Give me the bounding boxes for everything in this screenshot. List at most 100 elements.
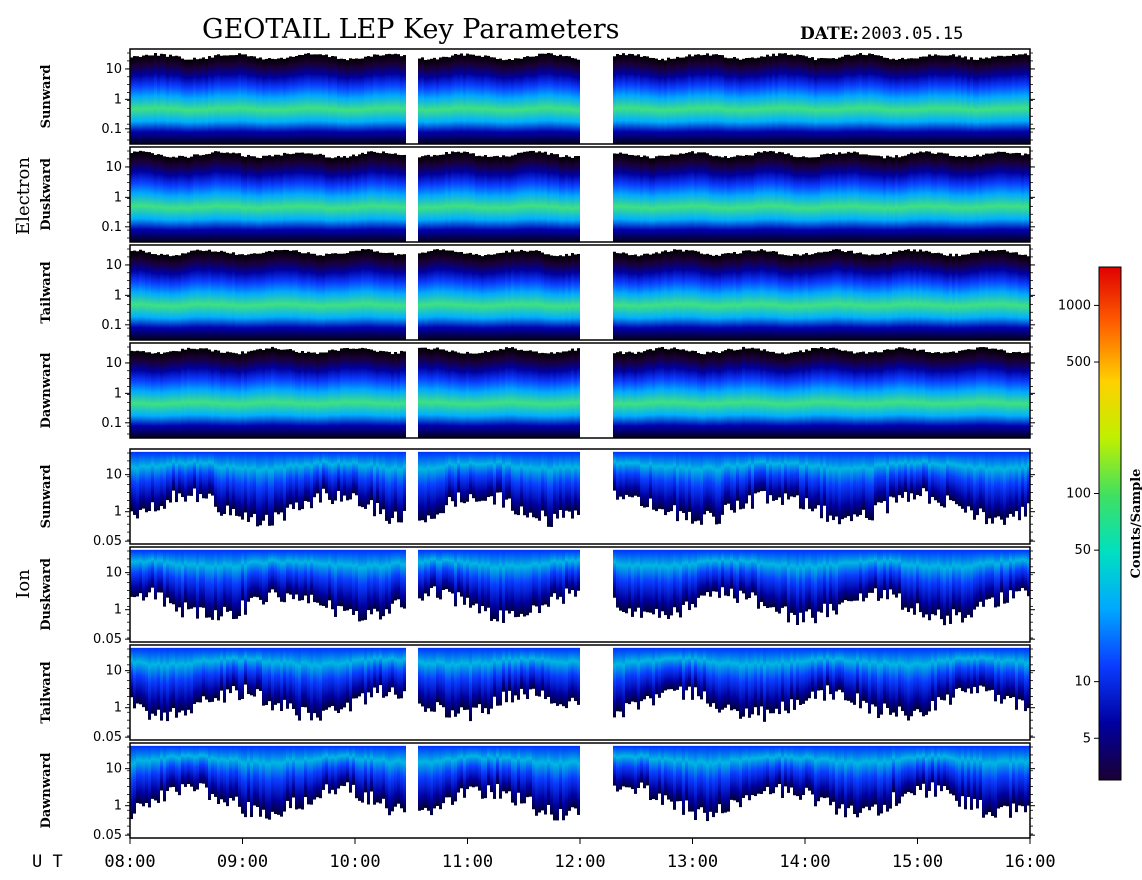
spectrogram-column bbox=[418, 451, 421, 521]
spectrogram-column bbox=[997, 250, 1000, 340]
spectrogram-column bbox=[217, 549, 220, 621]
spectrogram-column bbox=[538, 53, 541, 144]
spectrogram-column bbox=[1006, 549, 1009, 603]
colorbar-label: Counts/Sample bbox=[1129, 469, 1142, 579]
spectrogram-column bbox=[496, 155, 499, 242]
spectrogram-column bbox=[214, 647, 217, 699]
spectrogram-column bbox=[877, 745, 880, 816]
spectrogram-column bbox=[781, 352, 784, 438]
spectrogram-column bbox=[175, 647, 178, 718]
spectrogram-column bbox=[466, 647, 469, 710]
spectrogram-column bbox=[913, 745, 916, 796]
spectrogram-column bbox=[766, 451, 769, 504]
spectrogram-column bbox=[880, 451, 883, 503]
spectrogram-column bbox=[628, 647, 631, 705]
spectrogram-column bbox=[865, 451, 868, 518]
spectrogram-column bbox=[943, 647, 946, 701]
y-tick-label: 0.1 bbox=[101, 416, 122, 431]
spectrogram-column bbox=[886, 549, 889, 600]
spectrogram-column bbox=[370, 451, 373, 501]
spectrogram-column bbox=[745, 451, 748, 504]
spectrogram-column bbox=[301, 647, 304, 707]
spectrogram-column bbox=[400, 56, 403, 144]
spectrogram-column bbox=[1024, 647, 1027, 712]
spectrogram-column bbox=[472, 254, 475, 340]
spectrogram-column bbox=[361, 347, 364, 438]
spectrogram-column bbox=[484, 351, 487, 438]
spectrogram-column bbox=[184, 349, 187, 438]
spectrogram-column bbox=[307, 549, 310, 604]
spectrogram-column bbox=[199, 250, 202, 340]
spectrogram-column bbox=[658, 155, 661, 242]
spectrogram-column bbox=[448, 57, 451, 144]
spectrogram-column bbox=[265, 155, 268, 242]
spectrogram-column bbox=[154, 353, 157, 438]
y-tick-label: 0.1 bbox=[101, 220, 122, 235]
spectrogram-column bbox=[496, 647, 499, 706]
spectrogram-column bbox=[280, 647, 283, 712]
spectrogram-column bbox=[643, 745, 646, 789]
spectrogram-column bbox=[199, 549, 202, 608]
panel-label: Duskward bbox=[39, 558, 54, 631]
spectrogram-column bbox=[190, 348, 193, 438]
spectrogram-column bbox=[931, 253, 934, 340]
spectrogram-column bbox=[907, 451, 910, 502]
spectrogram-column bbox=[136, 745, 139, 804]
spectrogram-column bbox=[205, 154, 208, 242]
spectrogram-column bbox=[676, 56, 679, 144]
spectrogram-column bbox=[1021, 353, 1024, 438]
spectrogram-column bbox=[256, 647, 259, 690]
spectrogram-column bbox=[187, 745, 190, 785]
spectrogram-column bbox=[799, 549, 802, 613]
spectrogram-column bbox=[325, 549, 328, 608]
spectrogram-column bbox=[361, 647, 364, 694]
spectrogram-column bbox=[751, 57, 754, 145]
spectrogram-column bbox=[151, 55, 154, 144]
panel-frame bbox=[129, 546, 1031, 643]
spectrogram-column bbox=[970, 451, 973, 511]
spectrogram-column bbox=[832, 549, 835, 611]
spectrogram-column bbox=[1006, 152, 1009, 242]
spectrogram-column bbox=[568, 451, 571, 512]
spectrogram-column bbox=[424, 59, 427, 144]
spectrogram-column bbox=[133, 151, 136, 242]
spectrogram-column bbox=[718, 745, 721, 805]
spectrogram-column bbox=[742, 745, 745, 798]
spectrogram-column bbox=[370, 249, 373, 340]
spectrogram-column bbox=[829, 58, 832, 144]
spectrogram-column bbox=[229, 55, 232, 144]
spectrogram-column bbox=[358, 154, 361, 242]
spectrogram-column bbox=[373, 251, 376, 340]
spectrogram-column bbox=[1015, 647, 1018, 710]
spectrogram-column bbox=[382, 451, 385, 510]
spectrogram-column bbox=[376, 745, 379, 803]
spectrogram-column bbox=[520, 152, 523, 242]
spectrogram-column bbox=[376, 351, 379, 438]
spectrogram-column bbox=[577, 155, 580, 242]
spectrogram-column bbox=[970, 745, 973, 810]
spectrogram-column bbox=[784, 53, 787, 144]
spectrogram-column bbox=[697, 745, 700, 810]
spectrogram-column bbox=[685, 451, 688, 521]
spectrogram-column bbox=[1024, 153, 1027, 242]
spectrogram-column bbox=[511, 647, 514, 703]
spectrogram-column bbox=[445, 451, 448, 506]
x-tick-label: 08:00 bbox=[104, 852, 155, 872]
spectrogram-column bbox=[688, 647, 691, 687]
spectrogram-column bbox=[613, 353, 616, 438]
spectrogram-column bbox=[211, 351, 214, 438]
spectrogram-column bbox=[241, 156, 244, 242]
spectrogram-column bbox=[454, 152, 457, 242]
spectrogram-column bbox=[550, 745, 553, 815]
spectrogram-column bbox=[865, 745, 868, 807]
spectrogram-column bbox=[235, 647, 238, 691]
spectrogram-column bbox=[229, 745, 232, 799]
spectrogram-column bbox=[556, 256, 559, 340]
spectrogram-column bbox=[634, 451, 637, 496]
spectrogram-column bbox=[322, 55, 325, 144]
spectrogram-column bbox=[130, 57, 133, 144]
spectrogram-column bbox=[1003, 56, 1006, 144]
spectrogram-column bbox=[871, 451, 874, 521]
spectrogram-column bbox=[541, 252, 544, 340]
spectrogram-column bbox=[265, 647, 268, 706]
